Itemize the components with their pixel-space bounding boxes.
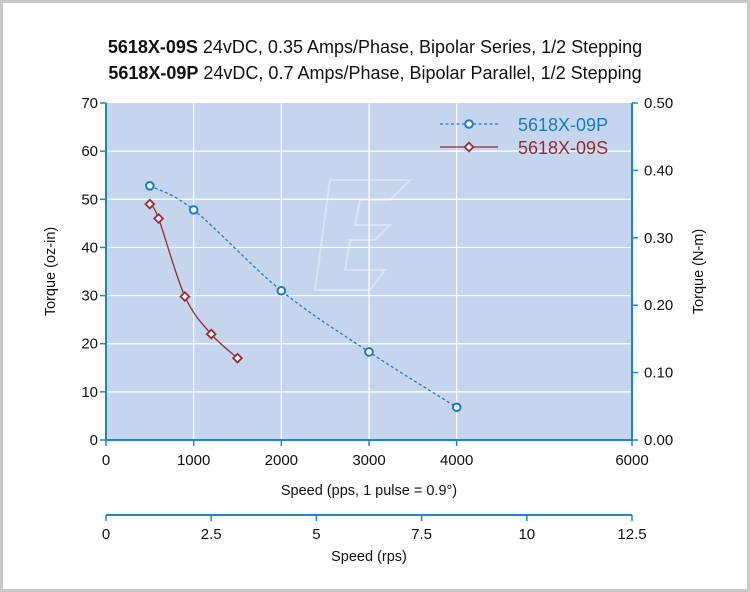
- data-point: [276, 285, 287, 296]
- x2-tick-label: 2.5: [201, 526, 222, 543]
- y-tick-label: 30: [81, 288, 98, 305]
- x-tick-label: 4000: [440, 452, 473, 469]
- series-layer: [144, 181, 462, 413]
- grid-lines: [106, 103, 632, 440]
- y2-tick-label: 0.00: [644, 432, 673, 449]
- data-point: [145, 181, 155, 191]
- y2-tick-label: 0.30: [644, 230, 673, 247]
- y-tick-label: 0: [90, 432, 98, 449]
- logo-watermark: [313, 179, 413, 291]
- title-2-model: 5618X-09P: [108, 63, 198, 83]
- y2-tick-label: 0.10: [644, 365, 673, 382]
- x2-tick-label: 5: [312, 526, 320, 543]
- y-tick-label: 20: [81, 336, 98, 353]
- data-point: [188, 205, 199, 215]
- series-5618X-09S: [144, 198, 244, 364]
- x2-tick-label: 0: [102, 526, 110, 543]
- x2-axis-label: Speed (rps): [331, 549, 407, 565]
- title-2-spec: 24vDC, 0.7 Amps/Phase, Bipolar Parallel,…: [198, 63, 641, 83]
- legend: 5618X-09P 5618X-09S: [440, 115, 608, 158]
- title-1-model: 5618X-09S: [108, 37, 198, 57]
- x-tick-label: 2000: [265, 452, 298, 469]
- y-tick-label: 60: [81, 143, 98, 160]
- chart-title-line-1: 5618X-09S 24vDC, 0.35 Amps/Phase, Bipola…: [108, 37, 642, 57]
- x2-tick-label: 10: [518, 526, 535, 543]
- x-tick-label: 0: [102, 452, 110, 469]
- series-5618X-09P: [145, 181, 462, 413]
- x-tick-label: 6000: [615, 452, 648, 469]
- chart-title-line-2: 5618X-09P 24vDC, 0.7 Amps/Phase, Bipolar…: [108, 63, 641, 83]
- x-axis-label: Speed (pps, 1 pulse = 0.9°): [281, 483, 457, 499]
- x2-tick-label: 7.5: [411, 526, 432, 543]
- data-point: [451, 402, 462, 413]
- y2-tick-label: 0.50: [644, 95, 673, 112]
- y-tick-label: 10: [81, 384, 98, 401]
- legend-label: 5618X-09S: [518, 138, 608, 158]
- legend-marker: [464, 119, 474, 129]
- y-tick-label: 70: [81, 95, 98, 112]
- x-tick-label: 3000: [352, 452, 385, 469]
- y2-tick-label: 0.40: [644, 162, 673, 179]
- legend-marker: [463, 141, 475, 153]
- y2-tick-label: 0.20: [644, 297, 673, 314]
- y2-axis-label: Torque (N-m): [691, 229, 707, 314]
- legend-label: 5618X-09P: [518, 115, 608, 135]
- data-point: [205, 328, 217, 340]
- tick-labels: 0102030405060700.000.100.200.300.400.500…: [81, 95, 673, 543]
- y-axis-label: Torque (oz-in): [43, 227, 59, 316]
- watermark-shape: [313, 179, 413, 291]
- data-point: [364, 347, 374, 357]
- title-1-spec: 24vDC, 0.35 Amps/Phase, Bipolar Series, …: [198, 37, 642, 57]
- data-point: [144, 198, 156, 210]
- axes: [100, 102, 638, 521]
- y-tick-label: 50: [81, 191, 98, 208]
- x2-tick-label: 12.5: [617, 526, 646, 543]
- data-point: [231, 352, 244, 364]
- data-point: [179, 290, 191, 303]
- y-tick-label: 40: [81, 239, 98, 256]
- x-tick-label: 1000: [177, 452, 210, 469]
- data-point: [153, 212, 165, 225]
